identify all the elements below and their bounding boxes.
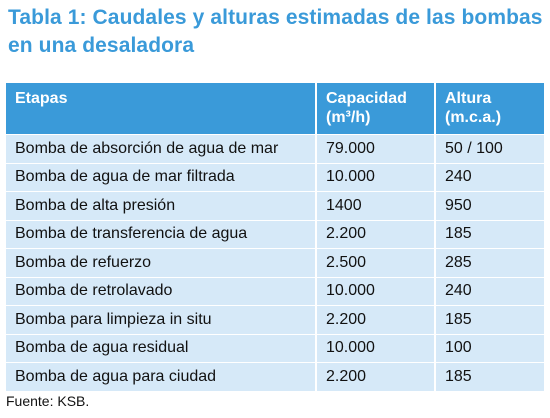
table-row: Bomba de agua de mar filtrada 10.000 240 xyxy=(6,163,544,192)
cell-etapa: Bomba de refuerzo xyxy=(6,249,317,277)
cell-altura: 50 / 100 xyxy=(445,139,503,157)
source-note: Fuente: KSB. xyxy=(6,393,90,409)
header-capacidad: Capacidad (m³/h) xyxy=(317,83,436,134)
cell-altura: 285 xyxy=(445,253,472,271)
cell-etapa: Bomba para limpieza in situ xyxy=(6,306,317,334)
cell-altura: 240 xyxy=(445,168,472,186)
cell-altura: 185 xyxy=(445,310,472,328)
table-row: Bomba de retrolavado 10.000 240 xyxy=(6,277,544,306)
cell-altura: 240 xyxy=(445,282,472,300)
table-header-row: Etapas Capacidad (m³/h) Altura (m.c.a.) xyxy=(6,83,544,135)
cell-altura: 185 xyxy=(445,367,472,385)
table-row: Bomba de alta presión 1400 950 xyxy=(6,192,544,221)
cell-etapa: Bomba de retrolavado xyxy=(6,277,317,305)
cell-altura: 185 xyxy=(445,225,472,243)
header-capacidad-label: Capacidad xyxy=(326,90,407,107)
cell-capacidad: 10.000 xyxy=(317,277,436,305)
cell-capacidad: 10.000 xyxy=(317,334,436,362)
cell-etapa: Bomba de agua de mar filtrada xyxy=(6,163,317,191)
cell-capacidad: 2.200 xyxy=(317,220,436,248)
header-altura-unit: (m.c.a.) xyxy=(445,109,502,126)
cell-altura: 950 xyxy=(445,196,472,214)
table-row: Bomba de agua para ciudad 2.200 185 xyxy=(6,363,544,392)
table-row: Bomba de absorción de agua de mar 79.000… xyxy=(6,135,544,164)
cell-capacidad: 2.200 xyxy=(317,363,436,391)
cell-etapa: Bomba de agua residual xyxy=(6,334,317,362)
header-altura: Altura (m.c.a.) xyxy=(436,83,544,134)
table-row: Bomba de transferencia de agua 2.200 185 xyxy=(6,220,544,249)
cell-etapa: Bomba de agua para ciudad xyxy=(6,363,317,391)
cell-capacidad: 2.500 xyxy=(317,249,436,277)
table-row: Bomba para limpieza in situ 2.200 185 xyxy=(6,306,544,335)
table-row: Bomba de refuerzo 2.500 285 xyxy=(6,249,544,278)
cell-capacidad: 79.000 xyxy=(317,135,436,163)
table-title: Tabla 1: Caudales y alturas estimadas de… xyxy=(8,6,543,57)
header-altura-label: Altura xyxy=(445,90,492,107)
cell-etapa: Bomba de transferencia de agua xyxy=(6,220,317,248)
cell-capacidad: 10.000 xyxy=(317,163,436,191)
cell-altura: 100 xyxy=(445,339,472,357)
header-etapas: Etapas xyxy=(6,83,317,134)
cell-etapa: Bomba de alta presión xyxy=(6,192,317,220)
header-capacidad-unit: (m³/h) xyxy=(326,109,371,126)
cell-etapa: Bomba de absorción de agua de mar xyxy=(6,135,317,163)
cell-capacidad: 2.200 xyxy=(317,306,436,334)
table-row: Bomba de agua residual 10.000 100 xyxy=(6,334,544,363)
pump-table: Etapas Capacidad (m³/h) Altura (m.c.a.) … xyxy=(6,83,544,392)
cell-capacidad: 1400 xyxy=(317,192,436,220)
